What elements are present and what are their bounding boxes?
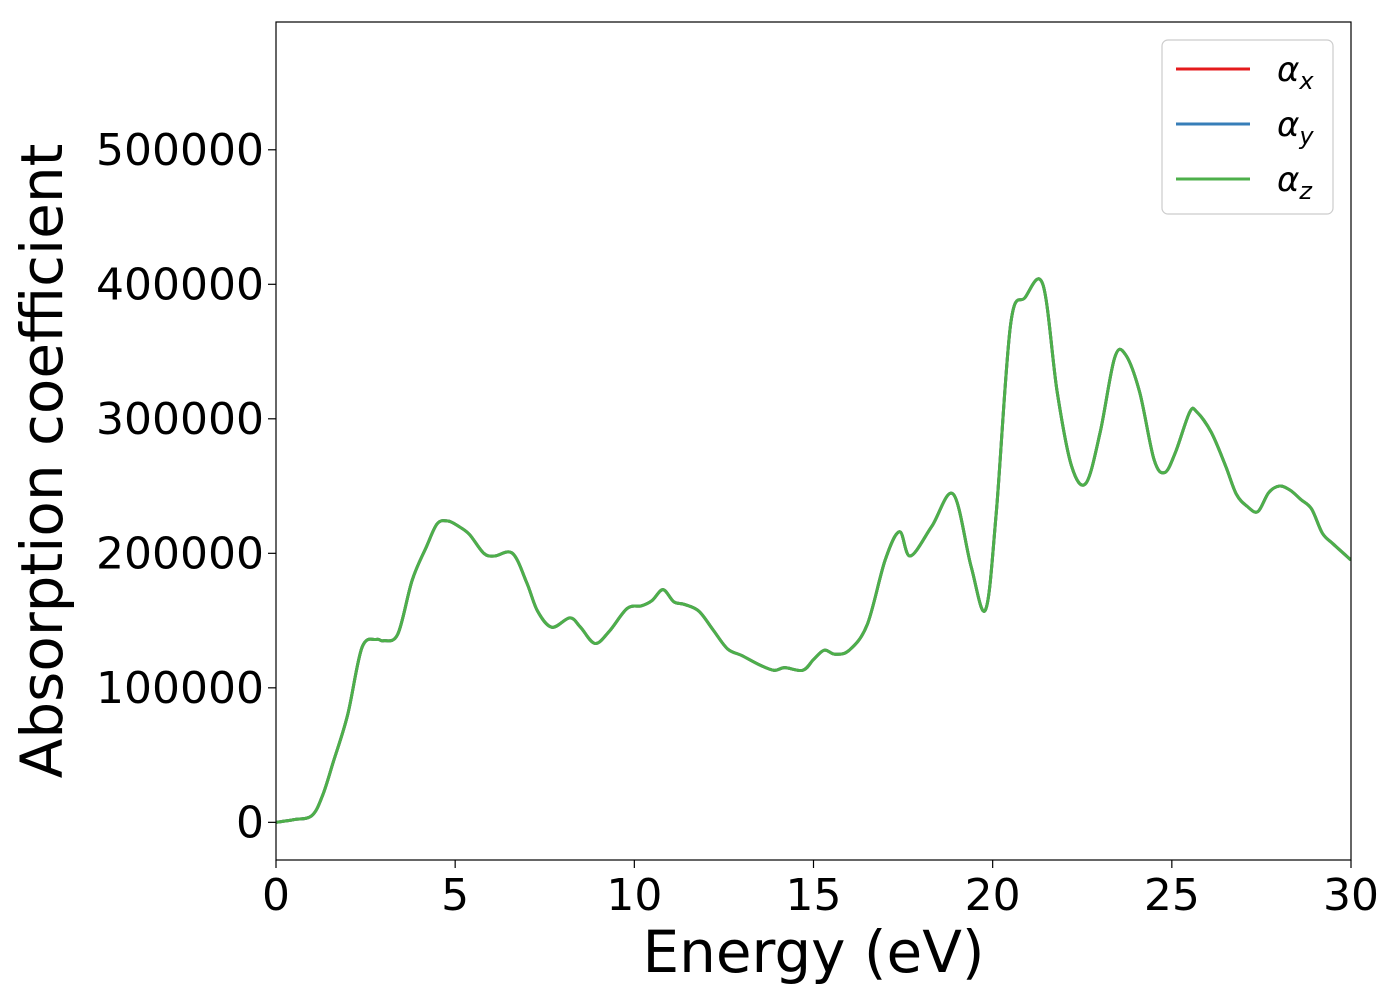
x-tick-label: 5: [441, 870, 469, 921]
legend-label-x: αx: [1277, 50, 1314, 95]
legend: αx αy αz: [1161, 39, 1334, 215]
y-tick-label: 400000: [96, 259, 264, 310]
x-tick-label: 20: [965, 870, 1021, 921]
x-tick-label: 10: [606, 870, 662, 921]
x-tick-label: 30: [1323, 870, 1379, 921]
series-layer: [276, 277, 1351, 824]
y-tick-label: 200000: [96, 528, 264, 579]
y-tick-label: 500000: [96, 125, 264, 176]
x-tick-label: 0: [262, 870, 290, 921]
series-line-z: [276, 277, 1351, 824]
legend-label-z: αz: [1277, 160, 1313, 205]
legend-label-y: αy: [1277, 105, 1314, 150]
series-line-x: [276, 277, 1351, 824]
y-tick-label: 100000: [96, 663, 264, 714]
x-axis-title: Energy (eV): [642, 918, 984, 986]
y-tick-label: 0: [236, 797, 264, 848]
legend-box: [1161, 39, 1334, 215]
ticks-layer: 0 5 10 15 20 25 30 0 100000 200000 300000 400000 500…: [96, 125, 1379, 921]
x-tick-label: 15: [786, 870, 842, 921]
y-axis-title: Absorption coefficient: [8, 144, 76, 779]
series-line-y: [276, 277, 1351, 824]
x-tick-label: 25: [1144, 870, 1200, 921]
y-tick-label: 300000: [96, 394, 264, 445]
